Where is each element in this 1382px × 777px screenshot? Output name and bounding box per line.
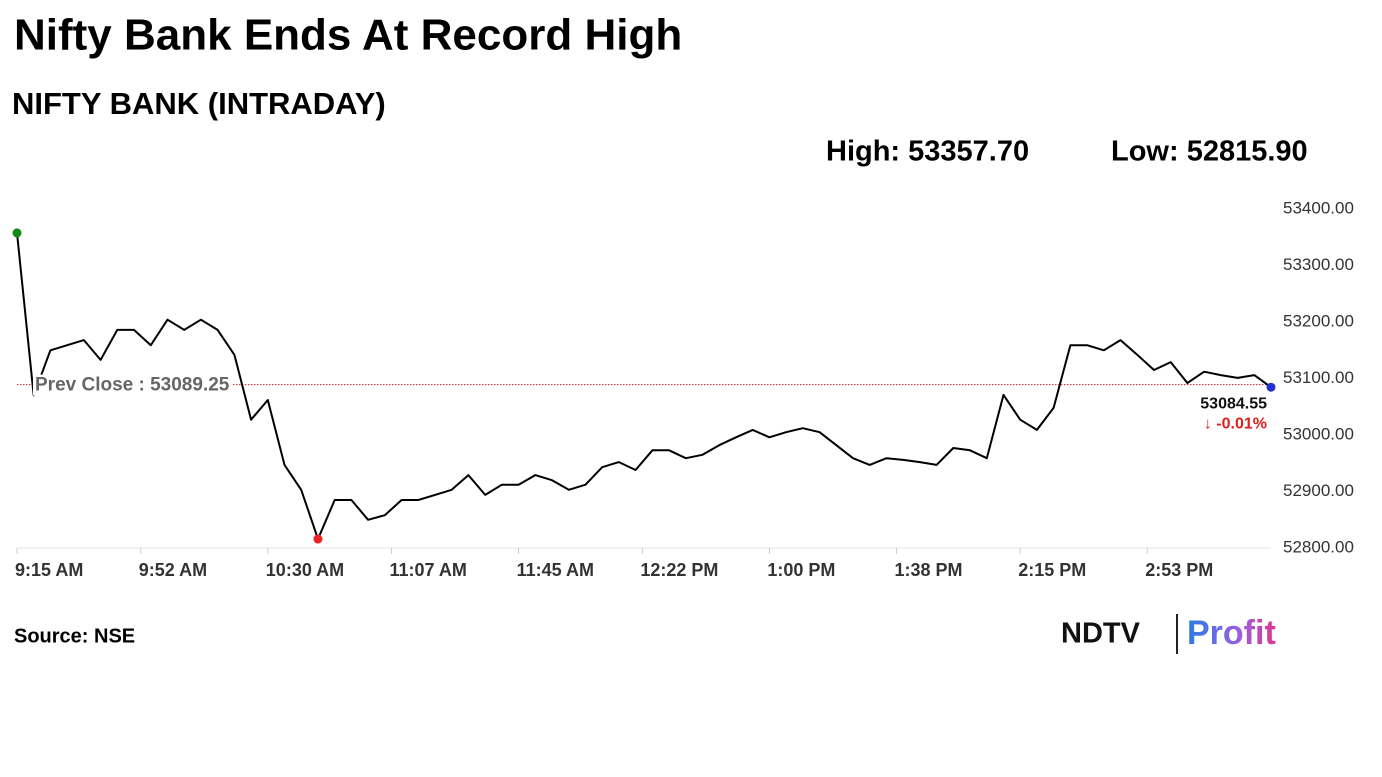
y-tick-label: 52900.00 (1283, 481, 1354, 500)
logo-ndtv: NDTV (1061, 618, 1141, 650)
x-tick-label: 11:07 AM (390, 560, 467, 580)
y-tick-label: 52800.00 (1283, 537, 1354, 556)
y-tick-label: 53000.00 (1283, 424, 1354, 443)
x-tick-label: 11:45 AM (517, 560, 594, 580)
high-label: High: 53357.70 (826, 136, 1029, 168)
prev-close-label: Prev Close : 53089.25 (35, 375, 230, 396)
source: Source: NSE (14, 625, 135, 647)
chart-subtitle: NIFTY BANK (INTRADAY) (12, 86, 386, 121)
last-value-label: 53084.55 (1200, 395, 1267, 412)
y-tick-label: 53100.00 (1283, 368, 1354, 387)
x-tick-label: 2:15 PM (1018, 560, 1086, 580)
high-marker (12, 228, 22, 238)
x-tick-label: 9:15 AM (15, 560, 83, 580)
x-tick-label: 9:52 AM (139, 560, 207, 580)
last-marker (1266, 382, 1276, 392)
x-tick-label: 12:22 PM (640, 560, 718, 580)
x-tick-label: 1:38 PM (894, 560, 962, 580)
low-label: Low: 52815.90 (1111, 136, 1308, 168)
y-tick-label: 53300.00 (1283, 255, 1354, 274)
x-tick-label: 1:00 PM (767, 560, 835, 580)
price-line (16, 232, 1272, 540)
y-tick-label: 53200.00 (1283, 311, 1354, 330)
prev-close-label-bg (33, 374, 232, 396)
x-tick-label: 10:30 AM (266, 560, 344, 580)
low-marker (313, 534, 323, 544)
chart-title: Nifty Bank Ends At Record High (14, 11, 682, 60)
logo-profit: Profit (1187, 614, 1276, 652)
x-tick-label: 2:53 PM (1145, 560, 1213, 580)
y-tick-label: 53400.00 (1283, 198, 1354, 217)
change-label: ↓ -0.01% (1204, 415, 1267, 432)
